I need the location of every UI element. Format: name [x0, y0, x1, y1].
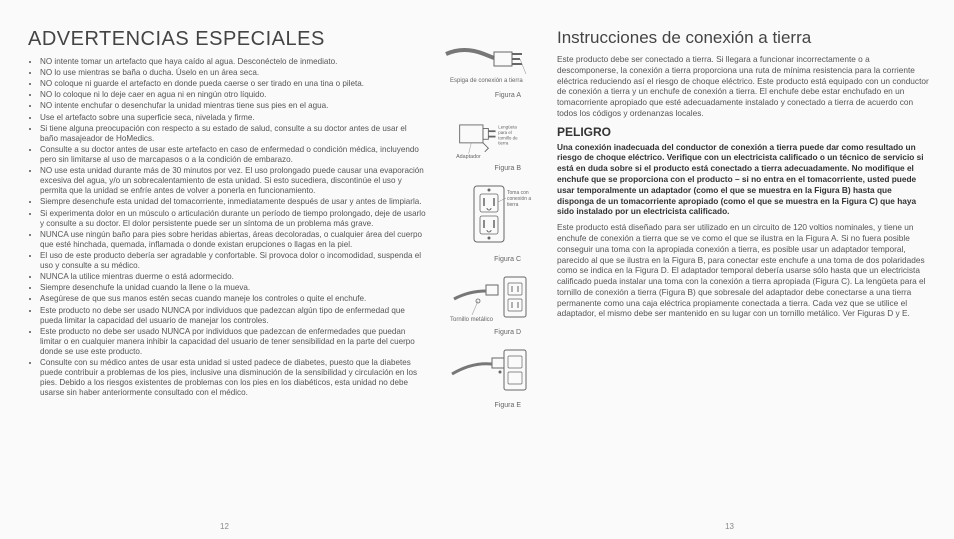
page-number-left: 12: [220, 522, 229, 531]
svg-text:tierra: tierra: [507, 202, 519, 208]
page-number-right: 13: [725, 522, 734, 531]
warning-item: NO lo use mientras se baña o ducha. Úsel…: [40, 68, 426, 78]
figure-a-caption: Figura A: [444, 92, 539, 99]
figure-d-caption: Figura D: [444, 329, 539, 336]
warning-item: Use el artefacto sobre una superficie se…: [40, 113, 426, 123]
warning-item: Este producto no debe ser usado NUNCA po…: [40, 306, 426, 326]
warning-item: NO lo coloque ni lo deje caer en agua ni…: [40, 90, 426, 100]
svg-text:Lengüeta: Lengüeta: [498, 125, 517, 130]
figure-c: Toma con conexión a tierra Figura C: [444, 180, 539, 263]
figure-d: Tornillo metálico Figura D: [444, 271, 539, 336]
figure-d-label: Tornillo metálico: [450, 317, 494, 323]
warning-item: Consulte a su doctor antes de usar este …: [40, 145, 426, 165]
warning-item: Si experimenta dolor en un músculo o art…: [40, 209, 426, 229]
warning-item: Asegúrese de que sus manos estén secas c…: [40, 294, 426, 304]
warning-item: Si tiene alguna preocupación con respect…: [40, 124, 426, 144]
figure-d-svg: Tornillo metálico: [444, 271, 539, 323]
svg-text:tornillo de: tornillo de: [498, 135, 518, 140]
warning-item: Siempre desenchufe la unidad cuando la l…: [40, 283, 426, 293]
figure-b-label1: Adaptador: [456, 154, 481, 159]
figure-b-svg: Adaptador Lengüeta para el tornillo de t…: [444, 107, 539, 159]
page-spread: ADVERTENCIAS ESPECIALES NO intente tomar…: [0, 0, 954, 427]
danger-body: Una conexión inadecuada del conductor de…: [557, 142, 930, 217]
figure-b-caption: Figura B: [444, 165, 539, 172]
warning-item: NO intente tomar un artefacto que haya c…: [40, 57, 426, 67]
warning-item: NO coloque ni guarde el artefacto en don…: [40, 79, 426, 89]
warnings-list: NO intente tomar un artefacto que haya c…: [28, 57, 426, 399]
danger-heading: PELIGRO: [557, 125, 930, 139]
warning-item: El uso de este producto debería ser agra…: [40, 251, 426, 271]
figure-e-svg: [444, 344, 539, 396]
figure-e-caption: Figura E: [444, 402, 539, 409]
figures-column: Espiga de conexión a tierra Figura A Ada…: [444, 28, 539, 417]
left-column: ADVERTENCIAS ESPECIALES NO intente tomar…: [28, 28, 426, 417]
figure-a-label: Espiga de conexión a tierra: [450, 78, 523, 84]
figure-a-svg: Espiga de conexión a tierra: [444, 34, 539, 86]
warnings-title: ADVERTENCIAS ESPECIALES: [28, 28, 426, 51]
warning-item: Este producto no debe ser usado NUNCA po…: [40, 327, 426, 357]
grounding-para2: Este producto está diseñado para ser uti…: [557, 222, 930, 319]
figure-c-caption: Figura C: [444, 256, 539, 263]
warning-item: NUNCA use ningún baño para pies sobre he…: [40, 230, 426, 250]
warning-item: NO intente enchufar o desenchufar la uni…: [40, 101, 426, 111]
figure-a: Espiga de conexión a tierra Figura A: [444, 34, 539, 99]
grounding-intro: Este producto debe ser conectado a tierr…: [557, 54, 930, 119]
warning-item: NUNCA la utilice mientras duerme o está …: [40, 272, 426, 282]
grounding-title: Instrucciones de conexión a tierra: [557, 28, 930, 48]
warning-item: NO use esta unidad durante más de 30 min…: [40, 166, 426, 196]
svg-text:para el: para el: [498, 130, 512, 135]
figure-c-svg: Toma con conexión a tierra: [444, 180, 539, 250]
svg-text:tierra: tierra: [498, 141, 509, 146]
figure-b: Adaptador Lengüeta para el tornillo de t…: [444, 107, 539, 172]
figure-e: Figura E: [444, 344, 539, 409]
right-column: Instrucciones de conexión a tierra Este …: [557, 28, 930, 417]
warning-item: Siempre desenchufe esta unidad del tomac…: [40, 197, 426, 207]
warning-item: Consulte con su médico antes de usar est…: [40, 358, 426, 398]
